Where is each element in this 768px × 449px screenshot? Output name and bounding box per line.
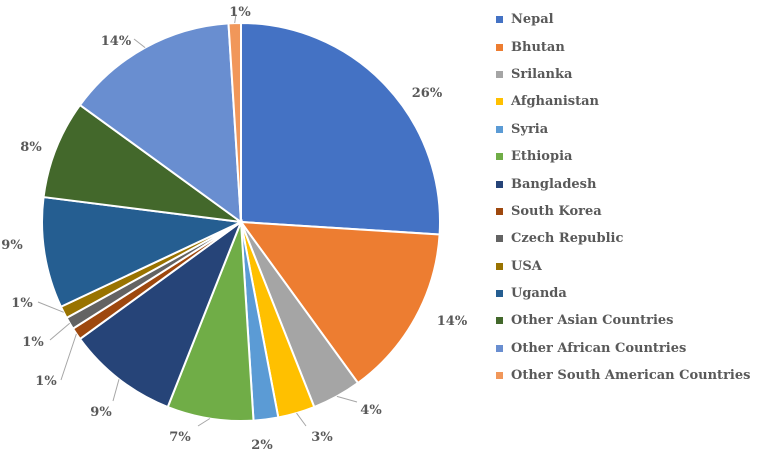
legend-swatch	[496, 16, 503, 24]
legend-swatch	[496, 262, 503, 270]
legend-item: Uganda	[496, 280, 766, 307]
legend-swatch	[496, 153, 503, 161]
legend-label: Bangladesh	[511, 176, 597, 192]
legend-label: Other African Countries	[511, 340, 687, 356]
legend-item: Bangladesh	[496, 170, 766, 197]
data-label: 2%	[251, 438, 273, 449]
legend-item: Czech Republic	[496, 225, 766, 252]
legend-item: Srilanka	[496, 61, 766, 88]
pie-slice-bhutan	[238, 220, 441, 385]
data-label: 9%	[1, 238, 23, 253]
legend-label: Ethiopia	[511, 149, 573, 165]
data-label: 8%	[20, 140, 42, 155]
legend-label: Srilanka	[511, 66, 573, 82]
data-label: 1%	[35, 374, 57, 389]
leader-line	[37, 301, 64, 313]
leader-line	[197, 418, 211, 427]
pie-slice-nepal	[240, 21, 442, 236]
pie-slice-other-asian-countries	[42, 103, 242, 223]
legend-swatch	[496, 372, 503, 380]
legend-swatch	[496, 180, 503, 188]
legend-label: Other South American Countries	[511, 368, 751, 384]
leader-line	[60, 333, 77, 381]
legend-swatch	[496, 125, 503, 133]
legend-label: Afghanistan	[511, 94, 600, 110]
legend-swatch	[496, 344, 503, 352]
legend-label: South Korea	[511, 203, 602, 219]
legend-label: Czech Republic	[511, 231, 624, 247]
legend-item: Ethiopia	[496, 143, 766, 170]
legend-label: Syria	[511, 121, 549, 137]
leader-line	[49, 322, 71, 341]
legend-swatch	[496, 70, 503, 78]
legend-swatch	[496, 290, 503, 298]
leader-line	[133, 38, 146, 48]
data-label: 1%	[229, 5, 251, 20]
leader-line	[112, 379, 120, 402]
pie-slice-uganda	[41, 195, 245, 309]
legend-item: South Korea	[496, 198, 766, 225]
data-label: 26%	[412, 86, 443, 101]
leader-line	[296, 412, 307, 427]
legend-swatch	[496, 317, 503, 325]
data-label: 14%	[437, 314, 468, 329]
data-label: 4%	[360, 403, 382, 418]
leader-line	[234, 13, 237, 24]
legend-swatch	[496, 43, 503, 51]
data-label: 7%	[169, 430, 191, 445]
data-label: 3%	[311, 430, 333, 445]
data-label: 9%	[90, 405, 112, 420]
pie-slice-other-african-countries	[78, 22, 243, 225]
legend-item: Syria	[496, 116, 766, 143]
legend-item: Bhutan	[496, 33, 766, 60]
legend-label: Other Asian Countries	[511, 313, 674, 329]
legend-item: USA	[496, 253, 766, 280]
leader-line	[336, 395, 358, 403]
leader-lines	[37, 13, 358, 427]
legend-item: Other South American Countries	[496, 362, 766, 389]
data-label: 1%	[11, 296, 33, 311]
percentage-labels: 26% 14% 4% 3% 2% 7% 9% 1% 1% 1% 9% 8% 14% 1%	[1, 5, 468, 449]
legend-swatch	[496, 98, 503, 106]
legend-item: Afghanistan	[496, 88, 766, 115]
pie-slices	[41, 21, 442, 422]
legend-label: USA	[511, 258, 542, 274]
legend-item: Other Asian Countries	[496, 307, 766, 334]
legend-swatch	[496, 207, 503, 215]
legend-item: Other African Countries	[496, 335, 766, 362]
legend-swatch	[496, 235, 503, 243]
legend-label: Nepal	[511, 12, 554, 28]
legend-label: Uganda	[511, 286, 567, 302]
legend-label: Bhutan	[511, 39, 565, 55]
data-label: 14%	[101, 34, 132, 49]
data-label: 1%	[22, 335, 44, 350]
legend-item: Nepal	[496, 6, 766, 33]
legend: Nepal Bhutan Srilanka Afghanistan Syria Ethio…	[496, 6, 766, 389]
